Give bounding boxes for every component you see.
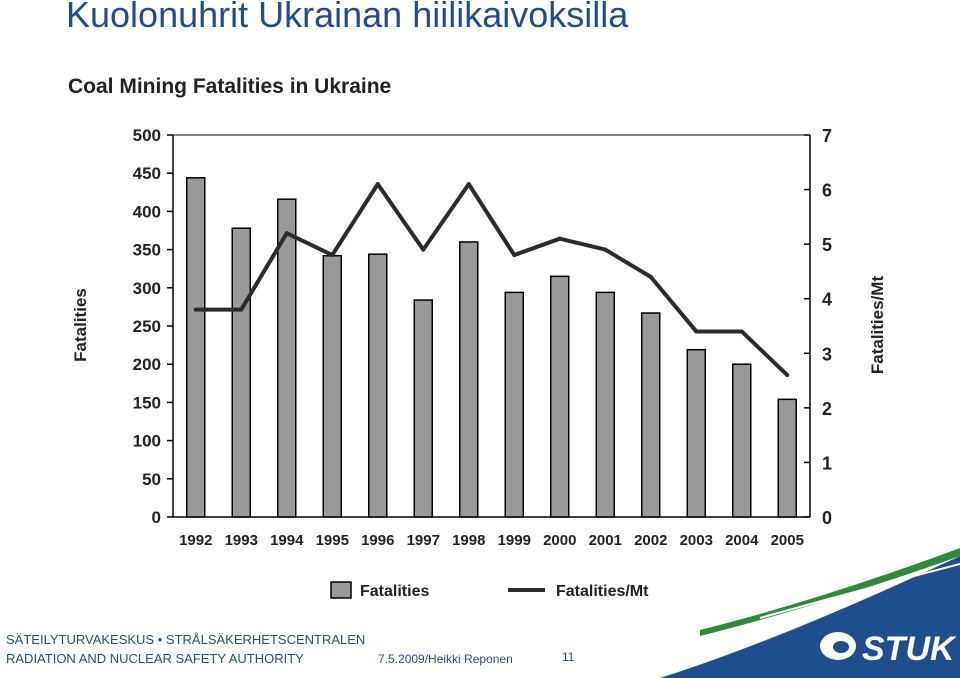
legend-label-fatalities-per-mt: Fatalities/Mt xyxy=(556,583,649,600)
x-tick-label-1994: 1994 xyxy=(270,532,304,549)
bar-fatalities-2000 xyxy=(550,275,570,518)
plot-area: 0 50 100 150 200 250 300 350 400 450 500 0 1 2 3 4 5 6 7 19… xyxy=(133,126,832,549)
footer-org-swedish: STRÅLSÄKERHETSCENTRALEN xyxy=(165,632,366,647)
legend: Fatalities Fatalities/Mt xyxy=(330,581,649,600)
x-tick-label-1992: 1992 xyxy=(179,532,212,549)
chart-title: Coal Mining Fatalities in Ukraine xyxy=(68,75,391,98)
bar-fatalities-1998 xyxy=(459,241,479,518)
bar-fatalities-2004 xyxy=(732,363,752,518)
y-tick-label-right-3: 3 xyxy=(822,344,832,364)
y-tick-label-left-1: 50 xyxy=(142,470,161,489)
y-tick-label-right-0: 0 xyxy=(822,508,832,528)
y-tick-label-left-2: 100 xyxy=(133,432,161,451)
point-fatalities-per-mt-1996 xyxy=(375,182,380,187)
bar-fatalities-1996 xyxy=(368,253,388,518)
y-tick-label-left-4: 200 xyxy=(133,355,161,374)
footer-org-english: RADIATION AND NUCLEAR SAFETY AUTHORITY xyxy=(6,651,304,666)
y-tick-label-right-6: 6 xyxy=(822,181,832,201)
coal-fatalities-chart: Coal Mining Fatalities in Ukraine 050100… xyxy=(68,75,887,600)
point-fatalities-per-mt-1992 xyxy=(193,307,198,312)
bar-fatalities-1999 xyxy=(504,291,524,518)
point-fatalities-per-mt-1994 xyxy=(284,231,289,236)
footer-org-finnish: SÄTEILYTURVAKESKUS xyxy=(6,632,155,647)
point-fatalities-per-mt-1993 xyxy=(239,307,244,312)
y-tick-label-left-8: 400 xyxy=(133,202,161,221)
y-tick-label-right-1: 1 xyxy=(822,453,832,473)
bar-fatalities-2002 xyxy=(641,312,661,518)
logo-text: STUK xyxy=(862,630,957,668)
x-tick-label-2005: 2005 xyxy=(771,532,804,549)
y-tick-label-left-5: 250 xyxy=(133,317,161,336)
point-fatalities-per-mt-1995 xyxy=(330,253,335,258)
x-tick-label-2000: 2000 xyxy=(543,532,576,549)
point-fatalities-per-mt-1998 xyxy=(466,182,471,187)
point-fatalities-per-mt-2002 xyxy=(648,274,653,279)
x-tick-label-1996: 1996 xyxy=(361,532,394,549)
bar-fatalities-2001 xyxy=(595,291,615,518)
footer-organization-names: SÄTEILYTURVAKESKUS • STRÅLSÄKERHETSCENTR… xyxy=(6,632,365,647)
footer-date-author: 7.5.2009/Heikki Reponen xyxy=(378,652,513,666)
bar-fatalities-1992 xyxy=(186,177,206,518)
legend-swatch-fatalities xyxy=(330,581,352,599)
bar-fatalities-1997 xyxy=(413,299,433,518)
x-tick-label-2004: 2004 xyxy=(725,532,759,549)
bar-fatalities-2005 xyxy=(777,398,797,518)
y-tick-label-left-10: 500 xyxy=(133,126,161,145)
x-tick-label-2001: 2001 xyxy=(589,532,622,549)
point-fatalities-per-mt-2005 xyxy=(785,373,790,378)
y-tick-label-left-0: 0 xyxy=(152,508,161,527)
bar-fatalities-1995 xyxy=(322,254,342,518)
y-tick-label-right-2: 2 xyxy=(822,399,832,419)
page-number: 11 xyxy=(562,650,575,664)
x-tick-label-1997: 1997 xyxy=(407,532,440,549)
point-fatalities-per-mt-2001 xyxy=(603,247,608,252)
bar-fatalities-2003 xyxy=(686,348,706,518)
line-fatalities-per-mt xyxy=(195,182,789,377)
y-tick-label-left-3: 150 xyxy=(133,393,161,412)
y-tick-label-left-7: 350 xyxy=(133,241,161,260)
y-tick-label-right-7: 7 xyxy=(822,126,832,146)
point-fatalities-per-mt-2003 xyxy=(694,329,699,334)
footer-separator: • xyxy=(157,632,163,647)
x-tick-label-1999: 1999 xyxy=(498,532,531,549)
bar-fatalities-1993 xyxy=(231,227,251,518)
y-tick-label-right-4: 4 xyxy=(822,290,832,310)
x-tick-label-1998: 1998 xyxy=(452,532,485,549)
x-tick-label-2002: 2002 xyxy=(634,532,667,549)
x-tick-label-2003: 2003 xyxy=(680,532,713,549)
bar-fatalities-1994 xyxy=(277,198,297,518)
point-fatalities-per-mt-1999 xyxy=(512,253,517,258)
y-tick-label-left-9: 450 xyxy=(133,164,161,183)
y-tick-label-left-6: 300 xyxy=(133,279,161,298)
point-fatalities-per-mt-2004 xyxy=(739,329,744,334)
y-axis-label-right: Fatalities/Mt xyxy=(868,276,887,375)
x-tick-label-1995: 1995 xyxy=(316,532,349,549)
slide-title: Kuolonuhrit Ukrainan hiilikaivoksilla xyxy=(66,0,629,35)
y-tick-label-right-5: 5 xyxy=(822,235,832,255)
point-fatalities-per-mt-2000 xyxy=(557,236,562,241)
y-axis-label-left: Fatalities xyxy=(71,288,90,362)
logo-emblem-icon xyxy=(820,632,856,660)
point-fatalities-per-mt-1997 xyxy=(421,247,426,252)
x-tick-label-1993: 1993 xyxy=(225,532,258,549)
legend-label-fatalities: Fatalities xyxy=(360,583,429,600)
